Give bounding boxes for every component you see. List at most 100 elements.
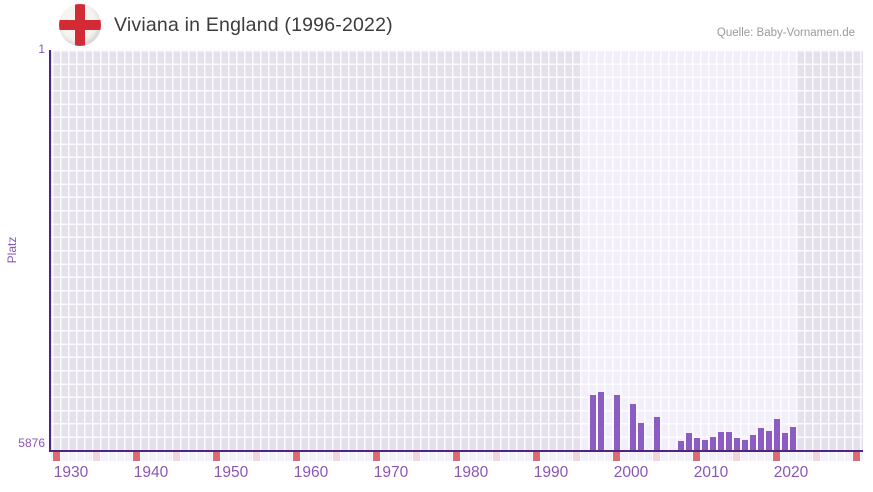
year-tick-1966 <box>341 452 348 461</box>
bar-2005[interactable] <box>654 417 660 450</box>
bar-2019[interactable] <box>766 430 772 450</box>
bar-2000[interactable] <box>614 394 620 450</box>
bar-2008[interactable] <box>678 440 684 450</box>
y-axis-top-label: 1 <box>38 42 45 56</box>
year-tick-1956 <box>261 452 268 461</box>
year-tick-2004 <box>645 452 652 461</box>
year-tick-2009 <box>685 452 692 461</box>
year-tick-1986 <box>501 452 508 461</box>
y-axis-title: Platz <box>5 236 19 264</box>
data-period-highlight <box>581 50 797 450</box>
x-axis-label-1930: 1930 <box>53 464 89 481</box>
bar-2003[interactable] <box>638 422 644 450</box>
plot-area <box>51 50 863 450</box>
year-tick-1964 <box>325 452 332 461</box>
bar-2013[interactable] <box>718 431 724 450</box>
bar-2016[interactable] <box>742 439 748 450</box>
year-tick-1939 <box>125 452 132 461</box>
bar-2022[interactable] <box>790 427 796 450</box>
year-tick-2018 <box>757 452 764 461</box>
bar-2011[interactable] <box>702 439 708 450</box>
year-tick-1929 <box>51 452 52 461</box>
bar-1997[interactable] <box>590 394 596 450</box>
year-tick-1967 <box>349 452 356 461</box>
year-tick-1944 <box>165 452 172 461</box>
year-tick-1984 <box>485 452 492 461</box>
year-tick-2016 <box>741 452 748 461</box>
bar-2020[interactable] <box>774 419 780 450</box>
bar-1998[interactable] <box>598 391 604 450</box>
year-tick-2028 <box>837 452 844 461</box>
year-tick-1975 <box>413 452 420 461</box>
year-tick-1963 <box>317 452 324 461</box>
x-axis-label-2010: 2010 <box>693 464 729 481</box>
year-tick-1935 <box>93 452 100 461</box>
year-tick-1943 <box>157 452 164 461</box>
year-tick-1950 <box>213 452 220 461</box>
year-tick-2005 <box>653 452 660 461</box>
year-tick-1933 <box>77 452 84 461</box>
year-tick-1998 <box>597 452 604 461</box>
bar-2015[interactable] <box>734 438 740 450</box>
year-tick-1961 <box>301 452 308 461</box>
source-attribution-link[interactable]: Quelle: Baby-Vornamen.de <box>716 27 855 39</box>
year-tick-1955 <box>253 452 260 461</box>
year-tick-1947 <box>189 452 196 461</box>
year-tick-1995 <box>573 452 580 461</box>
year-tick-2015 <box>733 452 740 461</box>
year-tick-2017 <box>749 452 756 461</box>
year-tick-1942 <box>149 452 156 461</box>
year-tick-1980 <box>453 452 460 461</box>
year-tick-2026 <box>821 452 828 461</box>
year-tick-1981 <box>461 452 468 461</box>
year-tick-2001 <box>621 452 628 461</box>
x-axis-label-1950: 1950 <box>213 464 249 481</box>
x-axis-label-1960: 1960 <box>293 464 329 481</box>
x-axis-label-2020: 2020 <box>773 464 809 481</box>
year-tick-1992 <box>549 452 556 461</box>
year-tick-1972 <box>389 452 396 461</box>
year-tick-2020 <box>773 452 780 461</box>
year-tick-1974 <box>405 452 412 461</box>
year-tick-2023 <box>797 452 804 461</box>
year-tick-2006 <box>661 452 668 461</box>
year-tick-1996 <box>581 452 588 461</box>
year-tick-1960 <box>293 452 300 461</box>
year-tick-2012 <box>709 452 716 461</box>
year-tick-2000 <box>613 452 620 461</box>
year-tick-1945 <box>173 452 180 461</box>
bar-2014[interactable] <box>726 431 732 450</box>
x-axis-label-1970: 1970 <box>373 464 409 481</box>
year-tick-1968 <box>357 452 364 461</box>
bar-2017[interactable] <box>750 434 756 450</box>
year-tick-1938 <box>117 452 124 461</box>
year-tick-2002 <box>629 452 636 461</box>
x-axis-label-1990: 1990 <box>533 464 569 481</box>
year-tick-2011 <box>701 452 708 461</box>
year-tick-2003 <box>637 452 644 461</box>
bar-2002[interactable] <box>630 404 636 450</box>
year-tick-2031 <box>861 452 863 461</box>
year-tick-1965 <box>333 452 340 461</box>
year-tick-1971 <box>381 452 388 461</box>
bar-2009[interactable] <box>686 432 692 450</box>
x-axis-label-1940: 1940 <box>133 464 169 481</box>
year-tick-1988 <box>517 452 524 461</box>
year-tick-1946 <box>181 452 188 461</box>
bar-2021[interactable] <box>782 432 788 450</box>
year-tick-2008 <box>677 452 684 461</box>
bar-2012[interactable] <box>710 437 716 450</box>
year-tick-1983 <box>477 452 484 461</box>
bar-2010[interactable] <box>694 438 700 450</box>
year-tick-1937 <box>109 452 116 461</box>
year-tick-1973 <box>397 452 404 461</box>
year-tick-1977 <box>429 452 436 461</box>
year-tick-1957 <box>269 452 276 461</box>
x-axis-label-1980: 1980 <box>453 464 489 481</box>
year-tick-1970 <box>373 452 380 461</box>
year-tick-1978 <box>437 452 444 461</box>
year-tick-1948 <box>197 452 204 461</box>
year-tick-1990 <box>533 452 540 461</box>
flag-cross-vertical <box>75 4 85 46</box>
bar-2018[interactable] <box>758 427 764 450</box>
